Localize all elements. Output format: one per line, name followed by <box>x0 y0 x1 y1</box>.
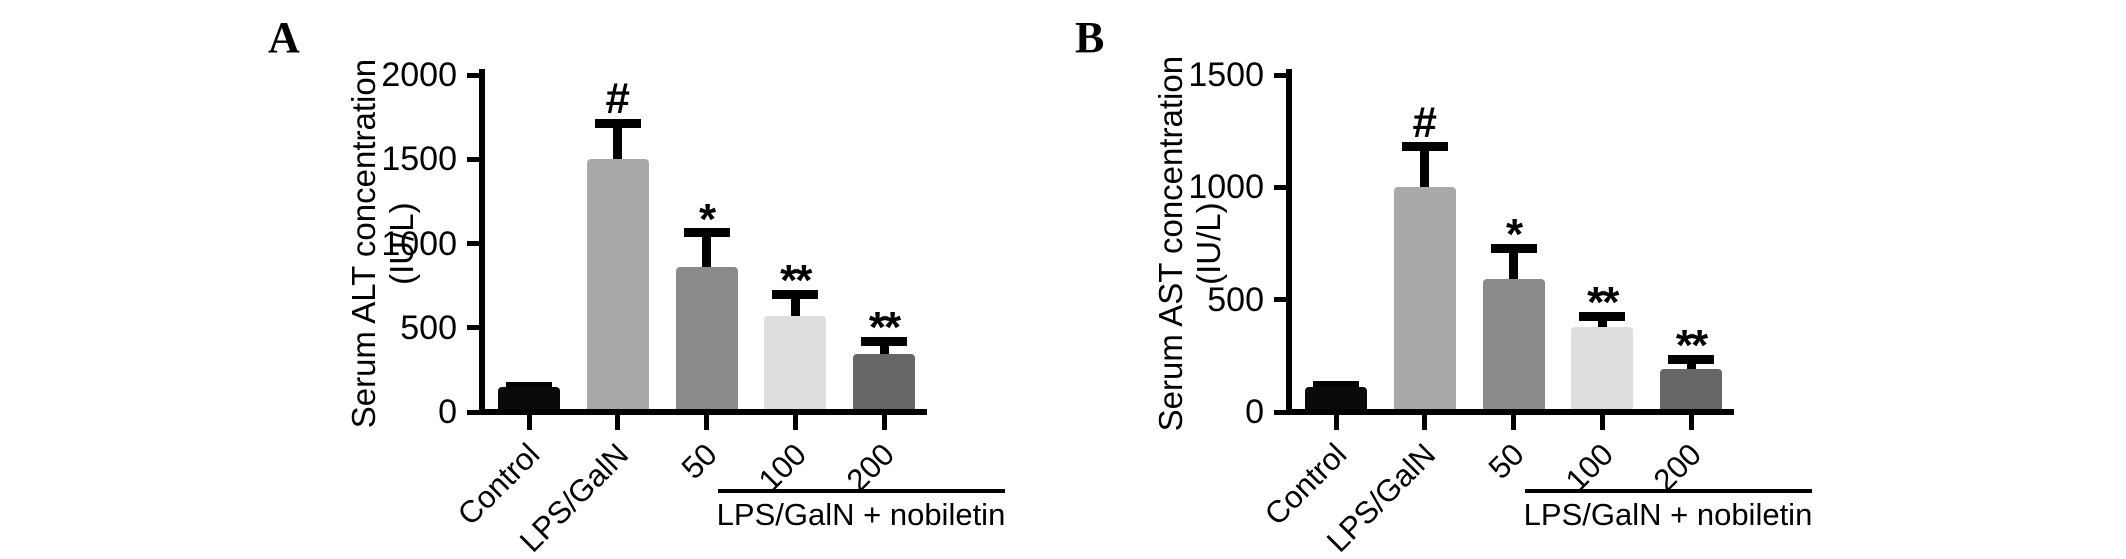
y-axis-tick <box>1274 72 1287 78</box>
group-annotation-label-b: LPS/GalN + nobiletin <box>1523 497 1813 532</box>
panel-b-letter: B <box>1075 13 1105 62</box>
error-bar-cap <box>861 337 907 347</box>
x-axis-tick <box>704 415 709 430</box>
y-axis-tick <box>467 241 480 246</box>
y-axis-tick <box>1274 409 1287 415</box>
bar-100 <box>764 315 827 412</box>
error-bar-cap <box>683 228 730 238</box>
error-bar-stem <box>1597 312 1607 337</box>
y-axis-tick <box>467 156 480 162</box>
significance-marker: # <box>605 74 630 124</box>
x-axis-line <box>1286 409 1734 415</box>
error-bar-cap <box>1401 142 1448 152</box>
x-category-label: 100 <box>751 436 813 498</box>
bar-control <box>498 386 560 412</box>
bar-200 <box>1660 369 1722 412</box>
y-axis-line <box>479 69 485 415</box>
x-category-label: 50 <box>1481 436 1531 486</box>
y-tick-label: 1000 <box>1188 168 1264 207</box>
panel-a: A Serum ALT concentration (IU/L) # * ** ** 0… <box>175 0 1125 559</box>
y-axis-title-b: Serum AST concentration (IU/L) <box>1152 56 1227 431</box>
bar-200 <box>853 353 915 412</box>
group-bracket-line-b <box>1525 489 1812 493</box>
significance-marker: * <box>1505 209 1523 259</box>
error-bar-cap <box>772 289 819 299</box>
significance-marker: ** <box>868 303 901 353</box>
error-bar-stem <box>702 228 711 278</box>
group-bracket-line-a <box>718 489 1005 493</box>
error-bar-stem <box>1420 142 1430 198</box>
plot-area: # * ** ** <box>1292 75 1742 412</box>
y-tick-label: 1500 <box>1188 56 1264 94</box>
error-bar-stem <box>790 289 800 326</box>
y-axis-title-line2: (IU/L) <box>1190 202 1227 285</box>
bar-100 <box>1571 326 1634 412</box>
y-tick-label: 1500 <box>381 140 457 179</box>
x-axis-tick <box>881 415 887 430</box>
panel-b: B Serum AST concentration (IU/L) # * ** ** 0… <box>982 0 1932 559</box>
x-axis-tick <box>615 415 621 430</box>
y-tick-label: 2000 <box>381 56 457 94</box>
x-category-label: 50 <box>674 436 724 486</box>
error-bar-cap <box>1490 243 1537 253</box>
x-axis-tick <box>526 415 532 430</box>
error-bar-stem <box>1686 354 1696 380</box>
group-annotation-label-a: LPS/GalN + nobiletin <box>716 497 1006 532</box>
significance-marker: ** <box>1675 320 1708 370</box>
x-axis-tick <box>1599 415 1605 430</box>
y-axis-tick <box>467 409 480 415</box>
bar-lps-galn <box>1393 187 1456 412</box>
y-tick-label: 0 <box>438 393 457 431</box>
error-bar-cap <box>1313 380 1359 390</box>
significance-marker: * <box>698 194 716 244</box>
error-bar-stem <box>879 337 889 364</box>
x-category-label: 200 <box>840 436 902 498</box>
bar-lps-galn <box>586 159 649 412</box>
significance-marker: ** <box>1587 278 1619 328</box>
y-axis-tick <box>467 325 480 331</box>
x-axis-line <box>479 409 927 415</box>
y-axis-tick <box>467 72 480 78</box>
error-bar-cap <box>1579 312 1626 322</box>
x-axis-tick <box>792 415 798 430</box>
significance-marker: # <box>1412 97 1437 147</box>
x-axis-tick <box>1333 415 1339 430</box>
y-axis-title-line1: Serum AST concentration <box>1152 55 1190 432</box>
y-tick-label: 500 <box>400 308 457 347</box>
bar-50 <box>675 267 738 412</box>
x-axis-tick <box>1688 415 1694 430</box>
error-bar-stem <box>613 118 623 170</box>
y-tick-label: 1000 <box>381 224 457 263</box>
y-axis-title-box-b: Serum AST concentration (IU/L) <box>1120 56 1260 431</box>
x-axis-tick <box>1422 415 1428 430</box>
error-bar-cap <box>594 118 641 128</box>
y-axis-tick <box>1274 184 1287 190</box>
panel-a-letter: A <box>268 13 300 62</box>
y-axis-tick <box>1274 297 1287 303</box>
x-category-label: 200 <box>1647 436 1709 498</box>
bar-50 <box>1482 279 1545 412</box>
y-tick-label: 500 <box>1207 280 1264 319</box>
y-tick-label: 0 <box>1245 393 1264 431</box>
error-bar-stem <box>1509 243 1518 290</box>
plot-area: # * ** ** <box>485 75 935 412</box>
error-bar-cap <box>1668 354 1714 364</box>
bar-control <box>1305 387 1367 412</box>
error-bar-cap <box>506 381 552 391</box>
x-category-label: 100 <box>1558 436 1620 498</box>
x-axis-tick <box>1511 415 1516 430</box>
y-axis-line <box>1286 69 1292 415</box>
significance-marker: ** <box>780 255 812 305</box>
